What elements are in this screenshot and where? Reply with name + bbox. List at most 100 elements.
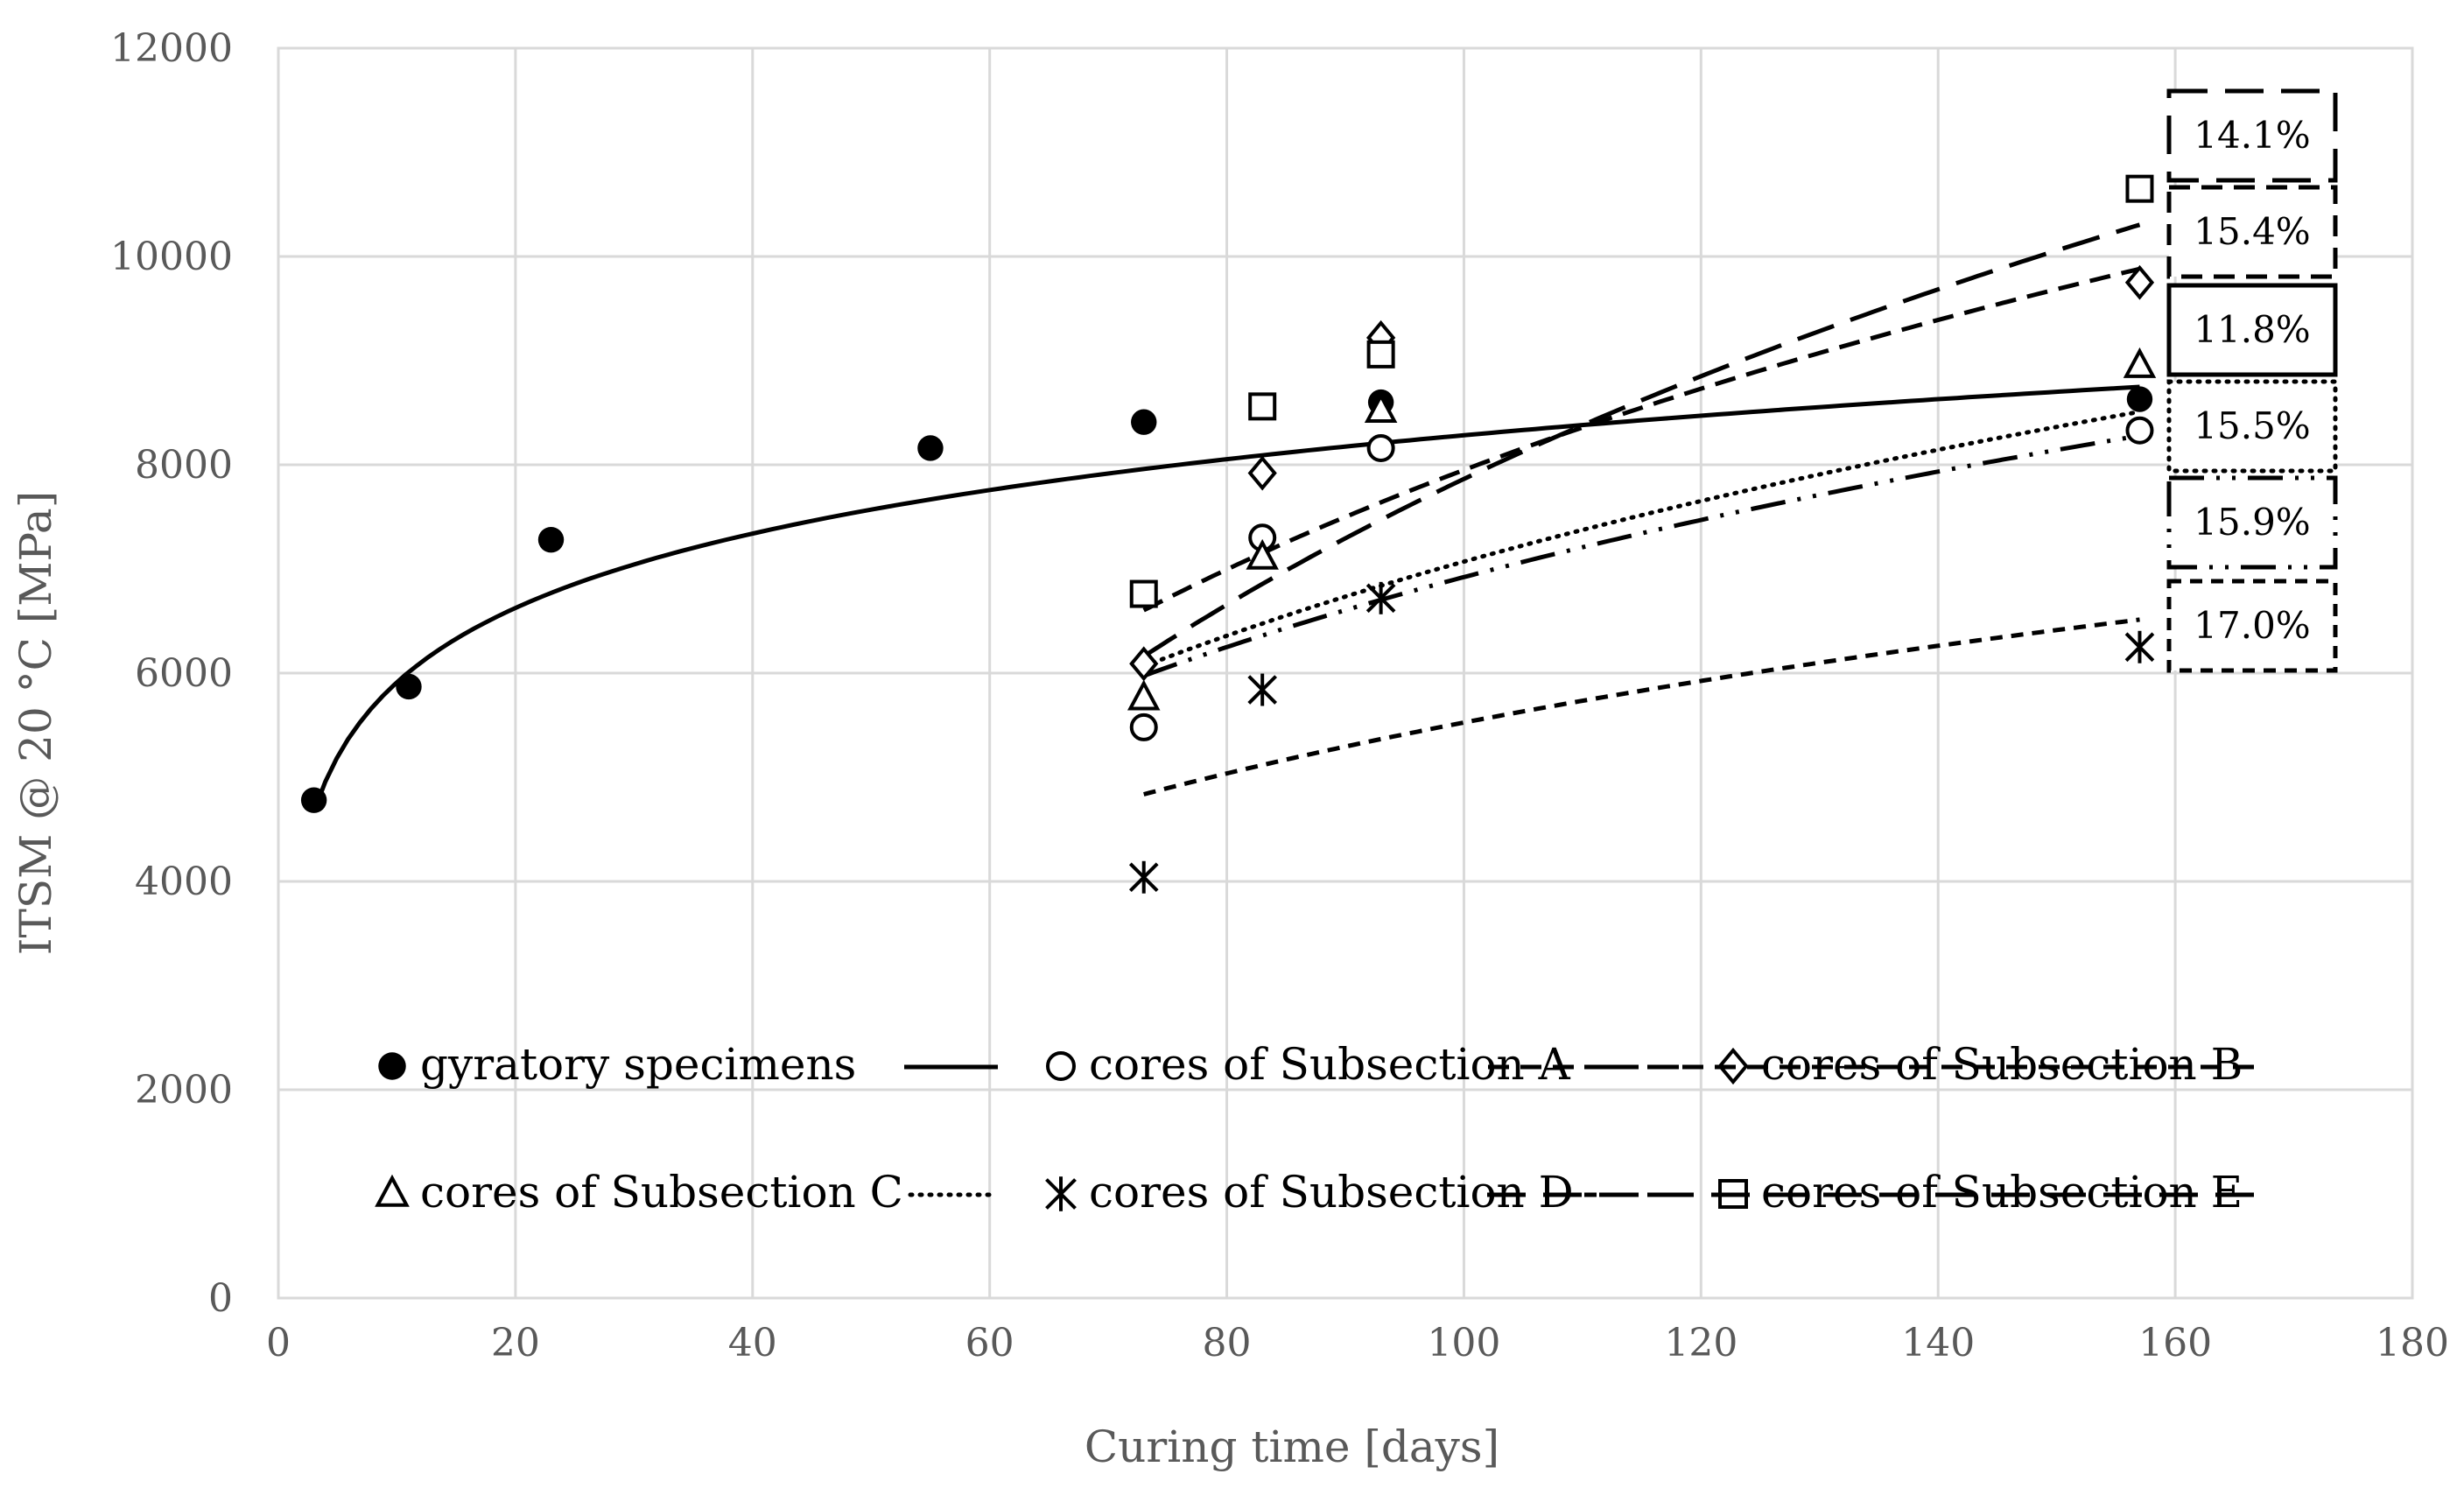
percentage-box-border xyxy=(2166,475,2338,570)
x-tick-label: 60 xyxy=(965,1321,1014,1365)
legend-item: gyratory specimens xyxy=(378,1039,998,1090)
axes: 0 20 40 60 80 100 120 140 160 180 0 2000 4000 6000 800… xyxy=(110,26,2449,1365)
percentage-box-label: 15.5% xyxy=(2194,404,2310,447)
x-tick-label: 120 xyxy=(1664,1321,1737,1365)
percentage-box-border xyxy=(2166,283,2338,377)
data-point xyxy=(1366,340,1395,368)
data-point xyxy=(2125,174,2154,203)
marker-shape xyxy=(378,1052,406,1080)
data-point xyxy=(1366,433,1395,462)
y-tick-label: 10000 xyxy=(110,235,233,279)
legend: gyratory specimens cores of Subsection A c… xyxy=(375,1039,2254,1218)
percentage-box-label: 11.8% xyxy=(2194,308,2310,351)
marker-shape xyxy=(1248,392,1277,421)
percentage-box-border xyxy=(2166,185,2338,279)
y-axis-title: ITSM @ 20 °C [MPa] xyxy=(11,491,61,955)
marker-shape xyxy=(917,435,944,461)
trendline xyxy=(1143,617,2140,797)
legend-item: cores of Subsection E xyxy=(1473,1167,2254,1218)
legend-label: cores of Subsection D xyxy=(1089,1167,1574,1218)
data-point xyxy=(1364,392,1398,424)
data-point xyxy=(1247,673,1278,706)
percentage-box-label: 15.9% xyxy=(2194,501,2310,544)
y-tick-label: 0 xyxy=(208,1276,233,1321)
marker-shape xyxy=(2125,416,2154,445)
marker-shape xyxy=(1127,679,1161,711)
x-tick-label: 40 xyxy=(728,1321,777,1365)
data-point xyxy=(1129,712,1158,741)
marker-shape xyxy=(1247,455,1277,491)
data-points xyxy=(300,174,2157,894)
data-point xyxy=(396,673,422,700)
marker-shape xyxy=(1046,1051,1076,1081)
marker-shape xyxy=(1129,646,1159,682)
legend-label: cores of Subsection C xyxy=(420,1167,903,1218)
legend-item: cores of Subsection C xyxy=(375,1167,992,1218)
data-point xyxy=(1129,579,1158,608)
plot-area-border xyxy=(277,46,2414,1300)
marker-shape xyxy=(1129,712,1158,741)
data-point xyxy=(537,526,565,553)
data-point xyxy=(1365,581,1396,614)
percentage-box: 11.8% xyxy=(2166,283,2338,377)
percentage-box-border xyxy=(2166,88,2338,183)
marker-shape xyxy=(1129,579,1158,608)
data-point xyxy=(1248,392,1277,421)
legend-label: cores of Subsection A xyxy=(1089,1039,1571,1090)
y-tick-label: 4000 xyxy=(135,860,233,904)
trendline xyxy=(1142,433,2140,678)
marker-shape xyxy=(1366,340,1395,368)
legend-label: gyratory specimens xyxy=(420,1039,856,1090)
y-tick-label: 12000 xyxy=(110,26,233,71)
marker-shape xyxy=(1366,433,1395,462)
data-point xyxy=(2124,264,2155,300)
legend-item: cores of Subsection B xyxy=(1473,1039,2254,1090)
legend-marker xyxy=(378,1052,406,1080)
legend-item: cores of Subsection D xyxy=(1045,1167,1679,1218)
x-tick-label: 160 xyxy=(2138,1321,2212,1365)
percentage-box-label: 14.1% xyxy=(2194,114,2310,157)
percentage-box: 15.9% xyxy=(2166,475,2338,570)
trendline xyxy=(1142,266,2141,613)
data-point xyxy=(2123,347,2157,378)
percentage-box-label: 15.4% xyxy=(2194,210,2310,253)
marker-shape xyxy=(2125,174,2154,203)
data-point xyxy=(1128,860,1159,894)
y-tick-label: 8000 xyxy=(135,443,233,488)
percentage-box: 17.0% xyxy=(2166,579,2338,673)
x-tick-label: 20 xyxy=(491,1321,540,1365)
trendline xyxy=(1141,409,2142,669)
percentage-box: 14.1% xyxy=(2166,88,2338,183)
percentage-box: 15.4% xyxy=(2166,185,2338,279)
percentage-box-label: 17.0% xyxy=(2194,604,2310,647)
marker-shape xyxy=(2123,347,2157,378)
data-point xyxy=(1131,409,1157,435)
data-point xyxy=(300,787,327,813)
marker-shape xyxy=(2126,386,2153,412)
percentage-box-border xyxy=(2166,379,2338,474)
x-axis-title: Curing time [days] xyxy=(1085,1421,1499,1472)
data-point xyxy=(1129,646,1159,682)
data-point xyxy=(917,435,944,461)
data-point xyxy=(2125,416,2154,445)
trendline xyxy=(312,384,2140,812)
marker-shape xyxy=(2124,264,2155,300)
x-tick-label: 140 xyxy=(1901,1321,1975,1365)
marker-shape xyxy=(1131,409,1157,435)
trendlines xyxy=(312,222,2142,812)
data-point xyxy=(1247,455,1277,491)
data-point xyxy=(2124,630,2155,663)
grid xyxy=(277,46,2414,1300)
data-point xyxy=(1246,538,1279,570)
x-tick-label: 0 xyxy=(266,1321,291,1365)
legend-marker xyxy=(375,1174,410,1207)
percentage-box-border xyxy=(2166,579,2338,673)
data-point xyxy=(2126,386,2153,412)
legend-label: cores of Subsection B xyxy=(1761,1039,2243,1090)
marker-shape xyxy=(1246,538,1279,570)
percentage-boxes: 14.1% 15.4% 11.8% 15.5% 15.9% 17.0% xyxy=(2166,88,2338,673)
y-tick-label: 6000 xyxy=(135,651,233,696)
trendline xyxy=(1142,222,2141,658)
marker-shape xyxy=(375,1174,410,1207)
